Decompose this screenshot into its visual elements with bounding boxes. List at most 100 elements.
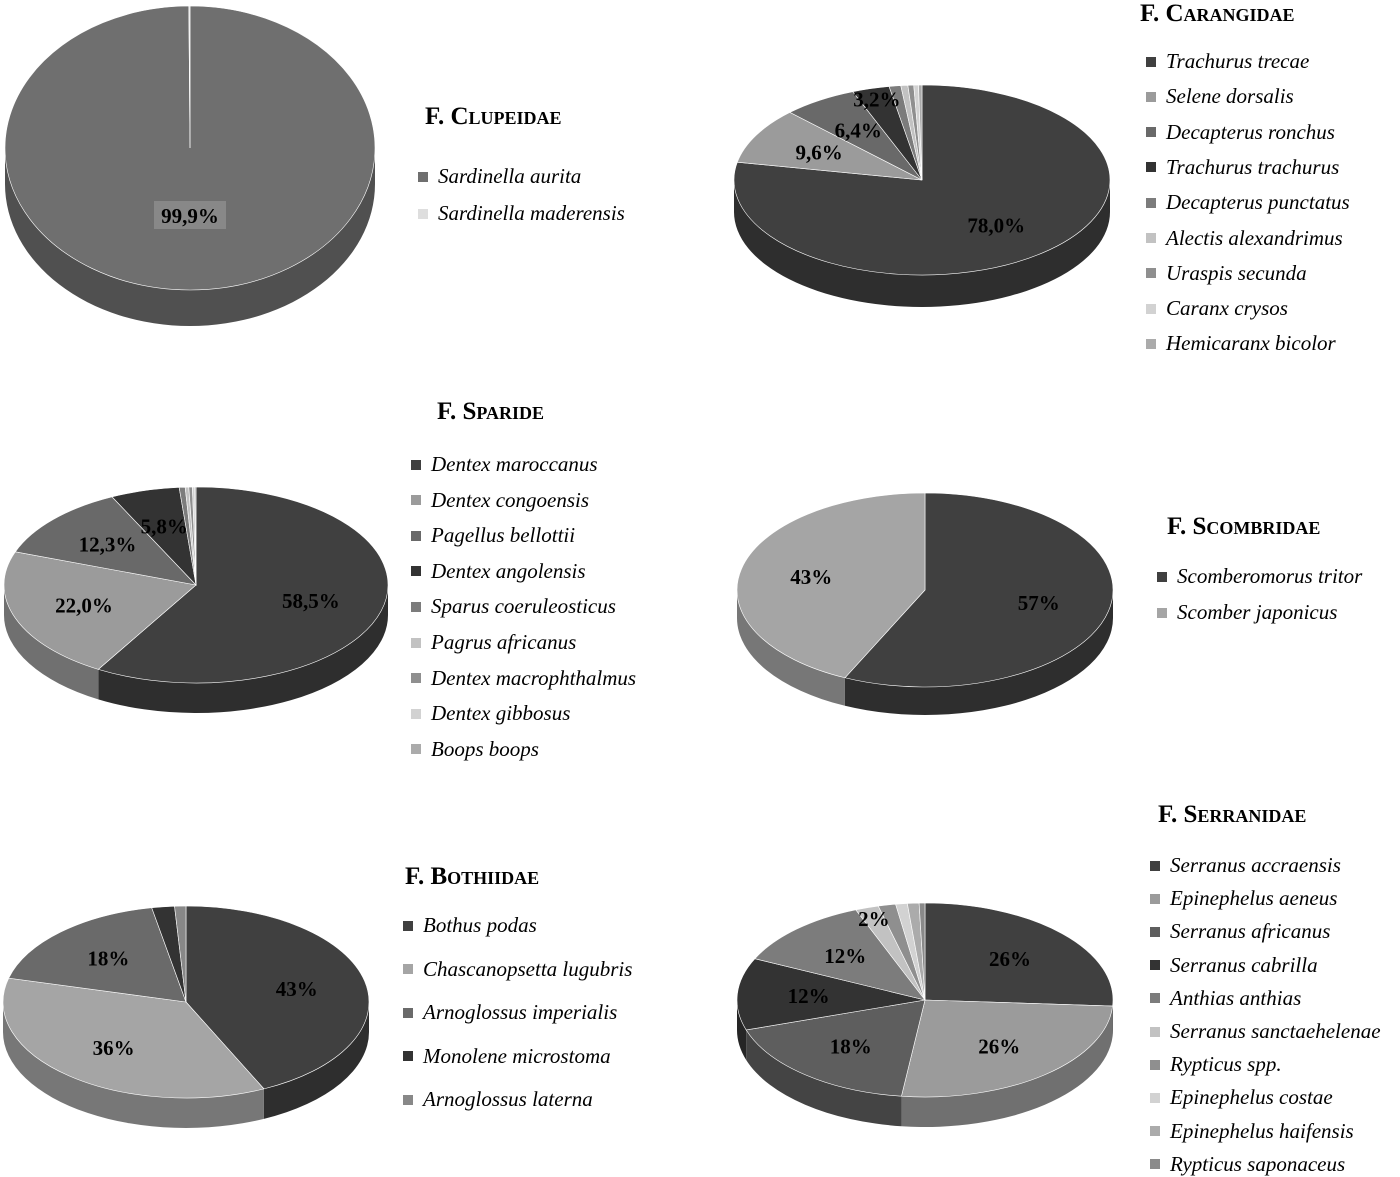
pie-side-2-1 [734, 180, 1110, 307]
chart-title: F. Bothiidae [405, 863, 540, 890]
pie-side-5-2 [3, 1002, 264, 1128]
legend-swatch [1150, 1126, 1160, 1137]
legend-item: Rypticus saponaceus [1150, 1152, 1345, 1177]
legend-item: Sardinella aurita [418, 164, 581, 189]
legend-swatch [411, 601, 421, 612]
chart-title: F. Scombridae [1167, 513, 1321, 540]
legend-item: Trachurus trachurus [1146, 155, 1339, 180]
legend-item: Decapterus ronchus [1146, 120, 1335, 145]
pie-side-4-2 [736, 590, 845, 706]
legend-item: Hemicaranx bicolor [1146, 331, 1336, 356]
legend-label: Scomberomorus tritor [1177, 564, 1363, 588]
legend-swatch [411, 459, 421, 470]
legend-swatch [403, 1051, 413, 1062]
legend-swatch [418, 171, 428, 182]
pie-slice-3-3 [14, 496, 197, 586]
pie-slice-6-2 [901, 999, 1113, 1098]
legend-swatch [1150, 960, 1160, 971]
legend-item: Rypticus spp. [1150, 1052, 1282, 1077]
legend-swatch [1146, 56, 1156, 67]
pie-side-6-2 [901, 1006, 1113, 1127]
legend-label: Decapterus punctatus [1166, 190, 1350, 215]
pie-slice-2-2 [736, 112, 923, 181]
pie-slice-6-3 [745, 999, 926, 1097]
legend-swatch [1146, 162, 1156, 173]
legend-item: Dentex macrophthalmus [411, 666, 636, 691]
legend-item: Trachurus trecae [1146, 49, 1309, 74]
legend-swatch [1146, 233, 1156, 243]
legend-label: Dentex macrophthalmus [431, 665, 637, 690]
legend-item: Dentex angolensis [411, 559, 586, 584]
legend-label: Anthias anthias [1170, 985, 1302, 1010]
legend-item: Scomberomorus tritor [1157, 564, 1362, 589]
data-label-box [154, 201, 226, 229]
data-label-3-1: 58,5% [282, 589, 340, 613]
pie-slice-6-10 [918, 902, 926, 1001]
legend-swatch [1157, 571, 1167, 582]
legend-swatch [1150, 1092, 1160, 1103]
pie-slice-2-9 [918, 84, 923, 181]
legend-label: Dentex gibbosus [431, 701, 571, 726]
legend-label: Bothus podas [423, 913, 537, 937]
legend-label: Sardinella aurita [438, 164, 582, 188]
legend-item: Selene dorsalis [1146, 84, 1294, 109]
pie-slice-3-1 [97, 486, 389, 684]
legend-swatch [1150, 1059, 1160, 1070]
legend-swatch [1150, 893, 1160, 904]
legend-item: Bothus podas [403, 913, 537, 938]
legend-label: Epinephelus haifensis [1170, 1118, 1354, 1143]
legend-swatch [403, 920, 413, 931]
legend-swatch [1150, 860, 1160, 871]
legend-swatch [1150, 1026, 1160, 1037]
legend-swatch [1146, 338, 1156, 349]
legend-label: Dentex angolensis [431, 558, 586, 583]
legend-swatch [403, 964, 413, 975]
legend-label: Sardinella maderensis [438, 201, 625, 225]
pie-slice-6-5 [754, 909, 926, 1001]
legend-label: Epinephelus aeneus [1170, 886, 1338, 911]
legend-item: Arnoglossus laterna [403, 1087, 593, 1112]
legend-swatch [411, 495, 421, 506]
pie-side-5-1 [263, 1002, 369, 1119]
legend-swatch [1157, 607, 1167, 618]
data-label-6-5: 12% [824, 944, 866, 968]
legend-swatch [411, 566, 421, 577]
legend-item: Sardinella maderensis [418, 201, 625, 226]
pie-side-4-1 [844, 590, 1113, 715]
legend-item: Serranus cabrilla [1150, 953, 1318, 978]
legend-swatch [411, 530, 421, 541]
legend-swatch [1150, 1159, 1160, 1170]
data-label-6-4: 12% [788, 984, 830, 1008]
legend-swatch [411, 708, 421, 719]
legend-item: Anthias anthias [1150, 986, 1301, 1011]
legend-label: Pagrus africanus [431, 630, 577, 654]
pie-slice-4-1 [844, 492, 1114, 688]
legend-label: Trachurus trecae [1166, 49, 1310, 73]
pie-slice-4-2 [736, 492, 926, 679]
legend-label: Epinephelus costae [1170, 1085, 1333, 1110]
legend-label: Serranus africanus [1170, 919, 1331, 944]
legend-item: Pagrus africanus [411, 630, 576, 655]
legend-item: Epinephelus aeneus [1150, 886, 1337, 911]
legend-swatch [1146, 303, 1156, 314]
legend-item: Sparus coeruleosticus [411, 594, 616, 619]
data-label-2-2: 9,6% [796, 140, 843, 164]
legend-label: Rypticus spp. [1170, 1052, 1282, 1077]
chart-title: F. Serranidae [1158, 801, 1307, 828]
legend-swatch [403, 1007, 413, 1018]
legend-item: Uraspis secunda [1146, 261, 1307, 286]
legend-label: Pagellus bellottii [431, 523, 576, 548]
data-label-3-3: 12,3% [79, 532, 137, 556]
data-label-6-2: 26% [978, 1034, 1020, 1058]
legend-swatch [1150, 993, 1160, 1004]
data-label-4-1: 57% [1018, 591, 1060, 615]
data-label-1-1: 99,9% [161, 204, 219, 228]
legend-label: Boops boops [431, 736, 539, 761]
legend-label: Serranus accraensis [1170, 853, 1341, 877]
legend-item: Boops boops [411, 737, 539, 762]
data-label-6-1: 26% [989, 947, 1031, 971]
legend-swatch [1146, 127, 1156, 138]
pie-side-3-1 [98, 585, 389, 713]
data-label-4-2: 43% [790, 565, 832, 589]
